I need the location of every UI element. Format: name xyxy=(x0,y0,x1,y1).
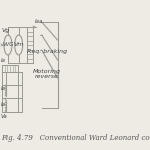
Text: Motoring
reverse: Motoring reverse xyxy=(33,69,61,79)
Text: Va: Va xyxy=(1,114,8,120)
Text: Ia: Ia xyxy=(1,58,6,63)
Text: Vg: Vg xyxy=(2,28,10,33)
Text: Ia: Ia xyxy=(1,102,6,108)
Text: Iaa: Iaa xyxy=(35,19,43,24)
Text: Req. braking: Req. braking xyxy=(27,50,67,54)
Text: VVG: VVG xyxy=(2,42,14,48)
Text: Ia: Ia xyxy=(1,85,6,90)
Text: Vm: Vm xyxy=(14,42,24,48)
Text: Fig. 4.79   Conventional Ward Leonard control of a dc mo: Fig. 4.79 Conventional Ward Leonard cont… xyxy=(1,134,150,142)
